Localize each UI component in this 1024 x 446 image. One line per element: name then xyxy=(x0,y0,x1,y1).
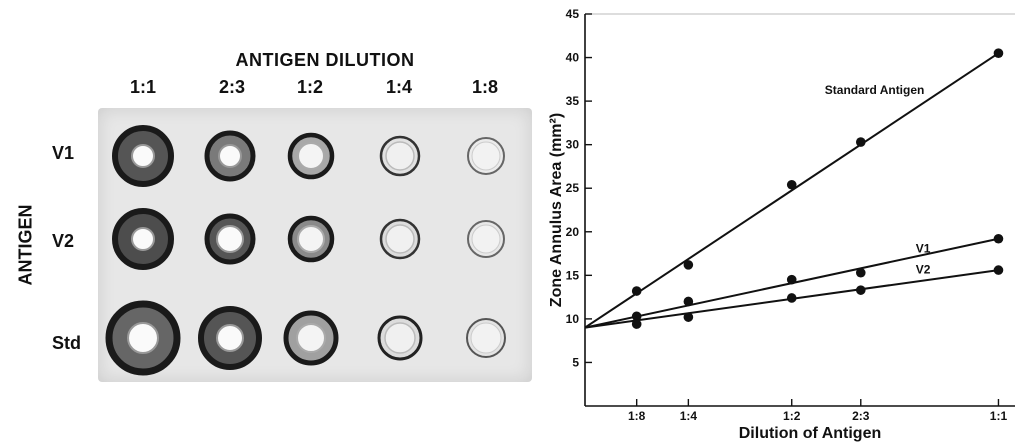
antigen-dilution-plate-panel: ANTIGEN DILUTION 1:1 2:3 1:2 1:4 1:8 ANT… xyxy=(15,50,532,382)
y-axis-title: Zone Annulus Area (mm²) xyxy=(548,113,565,307)
chart-ticks: 5 10 15 20 25 30 35 40 45 1:8 1:4 1:2 2:3 1:1 xyxy=(566,7,1008,423)
well xyxy=(385,141,415,171)
y-tick-label: 20 xyxy=(566,225,580,239)
chart-axes xyxy=(584,13,1015,407)
x-tick-label: 2:3 xyxy=(852,409,870,423)
series-label: V1 xyxy=(916,242,931,256)
gel-plate xyxy=(98,108,532,382)
antigen-axis-label: ANTIGEN xyxy=(15,204,36,286)
chart-labels: Dilution of Antigen Zone Annulus Area (mm… xyxy=(548,83,931,442)
column-label-1-2: 1:2 xyxy=(296,77,323,97)
data-point xyxy=(786,274,797,285)
data-point xyxy=(855,285,866,295)
x-tick-label: 1:4 xyxy=(680,409,698,423)
gel-plate-wells xyxy=(105,125,506,376)
row-label-v2: V2 xyxy=(52,231,75,251)
zone-area-chart-panel: 5 10 15 20 25 30 35 40 45 1:8 1:4 1:2 2:3 1:1 Dilutio… xyxy=(545,0,1024,446)
y-tick-label: 30 xyxy=(566,138,580,152)
y-tick-label: 10 xyxy=(566,312,580,326)
well xyxy=(218,144,242,168)
well xyxy=(216,225,244,253)
well xyxy=(471,224,501,254)
row-label-v1: V1 xyxy=(52,143,75,163)
column-label-1-8: 1:8 xyxy=(471,77,498,97)
well xyxy=(131,227,155,251)
data-point xyxy=(993,48,1004,58)
y-tick-label: 40 xyxy=(566,51,580,65)
well xyxy=(385,224,415,254)
data-point xyxy=(631,319,642,329)
plate-title: ANTIGEN DILUTION xyxy=(235,50,415,70)
y-tick-label: 25 xyxy=(566,181,580,195)
well xyxy=(471,141,501,171)
data-point xyxy=(993,233,1004,244)
data-point xyxy=(786,293,797,303)
series-label: V2 xyxy=(916,263,931,277)
data-point xyxy=(993,265,1004,275)
well xyxy=(131,144,155,168)
well xyxy=(384,322,416,354)
data-point xyxy=(683,260,694,270)
series-label: Standard Antigen xyxy=(825,83,925,97)
x-axis-title: Dilution of Antigen xyxy=(739,425,881,442)
column-label-1-1: 1:1 xyxy=(129,77,156,97)
y-tick-label: 5 xyxy=(572,355,579,369)
y-tick-label: 15 xyxy=(566,268,580,282)
x-tick-label: 1:2 xyxy=(783,409,801,423)
well xyxy=(216,324,244,352)
data-point xyxy=(631,311,642,322)
well xyxy=(127,322,159,354)
well xyxy=(470,322,502,354)
chart-fit-lines xyxy=(584,52,1000,329)
chart-points xyxy=(631,48,1004,329)
column-label-2-3: 2:3 xyxy=(218,77,245,97)
x-tick-label: 1:1 xyxy=(990,409,1008,423)
zone-area-chart: 5 10 15 20 25 30 35 40 45 1:8 1:4 1:2 2:3 1:1 Dilutio… xyxy=(548,7,1015,442)
data-point xyxy=(855,267,866,278)
data-point xyxy=(683,296,694,307)
data-point xyxy=(786,179,797,190)
well xyxy=(296,323,326,353)
y-tick-label: 35 xyxy=(566,94,580,108)
well xyxy=(297,225,325,253)
fit-line-0 xyxy=(584,52,1000,329)
row-label-std: Std xyxy=(52,333,81,353)
column-label-1-4: 1:4 xyxy=(385,77,412,97)
well xyxy=(297,142,325,170)
data-point xyxy=(855,137,866,147)
data-point xyxy=(631,286,642,296)
data-point xyxy=(683,312,694,322)
y-tick-label: 45 xyxy=(566,7,580,21)
x-tick-label: 1:8 xyxy=(628,409,646,423)
